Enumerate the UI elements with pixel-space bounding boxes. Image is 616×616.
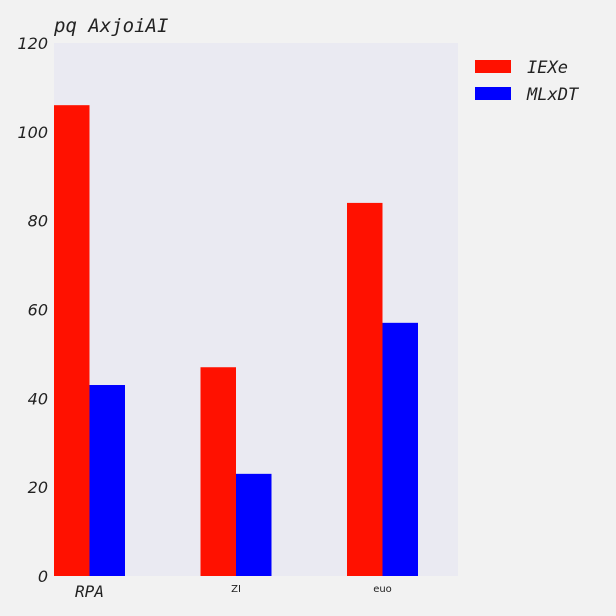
legend-label: MLxDT — [526, 85, 580, 105]
bar-MLxDT-ZI — [236, 473, 272, 576]
x-axis-ticks: RPA ZI euo — [75, 582, 392, 601]
bars — [54, 105, 418, 576]
bar-MLxDT-euo — [382, 322, 418, 576]
y-tick-label: 40 — [28, 389, 48, 408]
y-tick-label: 0 — [38, 567, 48, 586]
bar-MLxDT-RPA — [89, 385, 125, 576]
bar-IEXe-RPA — [54, 105, 90, 576]
y-tick-label: 20 — [28, 478, 48, 497]
legend: IEXe MLxDT — [475, 58, 580, 105]
y-tick-label: 100 — [17, 123, 48, 142]
bar-IEXe-euo — [347, 202, 383, 576]
chart-title: pq AxjoiAI — [53, 15, 168, 37]
y-tick-label: 80 — [28, 212, 48, 231]
x-tick-label: euo — [373, 584, 392, 595]
y-axis-ticks: 0 20 40 60 80 100 120 — [17, 34, 48, 586]
y-tick-label: 120 — [17, 34, 48, 53]
legend-swatch — [475, 87, 511, 100]
legend-label: IEXe — [527, 58, 568, 78]
legend-swatch — [475, 60, 511, 73]
bar-IEXe-ZI — [200, 367, 236, 576]
x-tick-label: RPA — [75, 582, 104, 601]
x-tick-label: ZI — [231, 584, 241, 595]
y-tick-label: 60 — [28, 301, 48, 320]
